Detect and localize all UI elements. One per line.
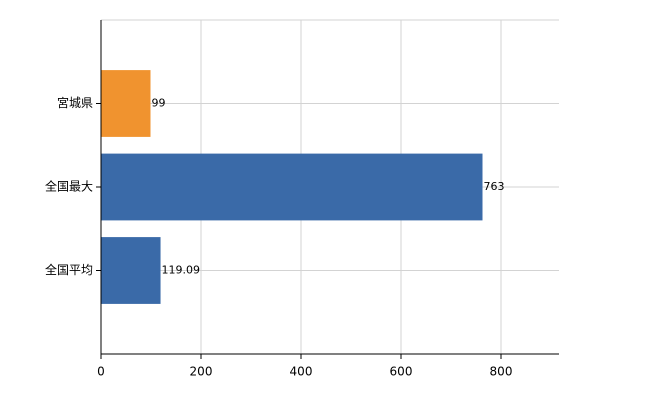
- data-label: 119.09: [162, 264, 201, 277]
- data-label: 763: [484, 180, 505, 193]
- x-tick-label: 600: [390, 365, 413, 379]
- x-tick-label: 400: [290, 365, 313, 379]
- x-tick-label: 800: [490, 365, 513, 379]
- x-tick-label: 200: [190, 365, 213, 379]
- bar: [101, 70, 151, 137]
- bar: [101, 237, 161, 304]
- x-tick-label: 0: [97, 365, 105, 379]
- data-label: 99: [152, 97, 166, 110]
- y-tick-label: 全国最大: [45, 179, 93, 194]
- y-tick-label: 全国平均: [45, 262, 93, 277]
- y-tick-label: 宮城県: [57, 95, 93, 110]
- bar: [101, 153, 483, 221]
